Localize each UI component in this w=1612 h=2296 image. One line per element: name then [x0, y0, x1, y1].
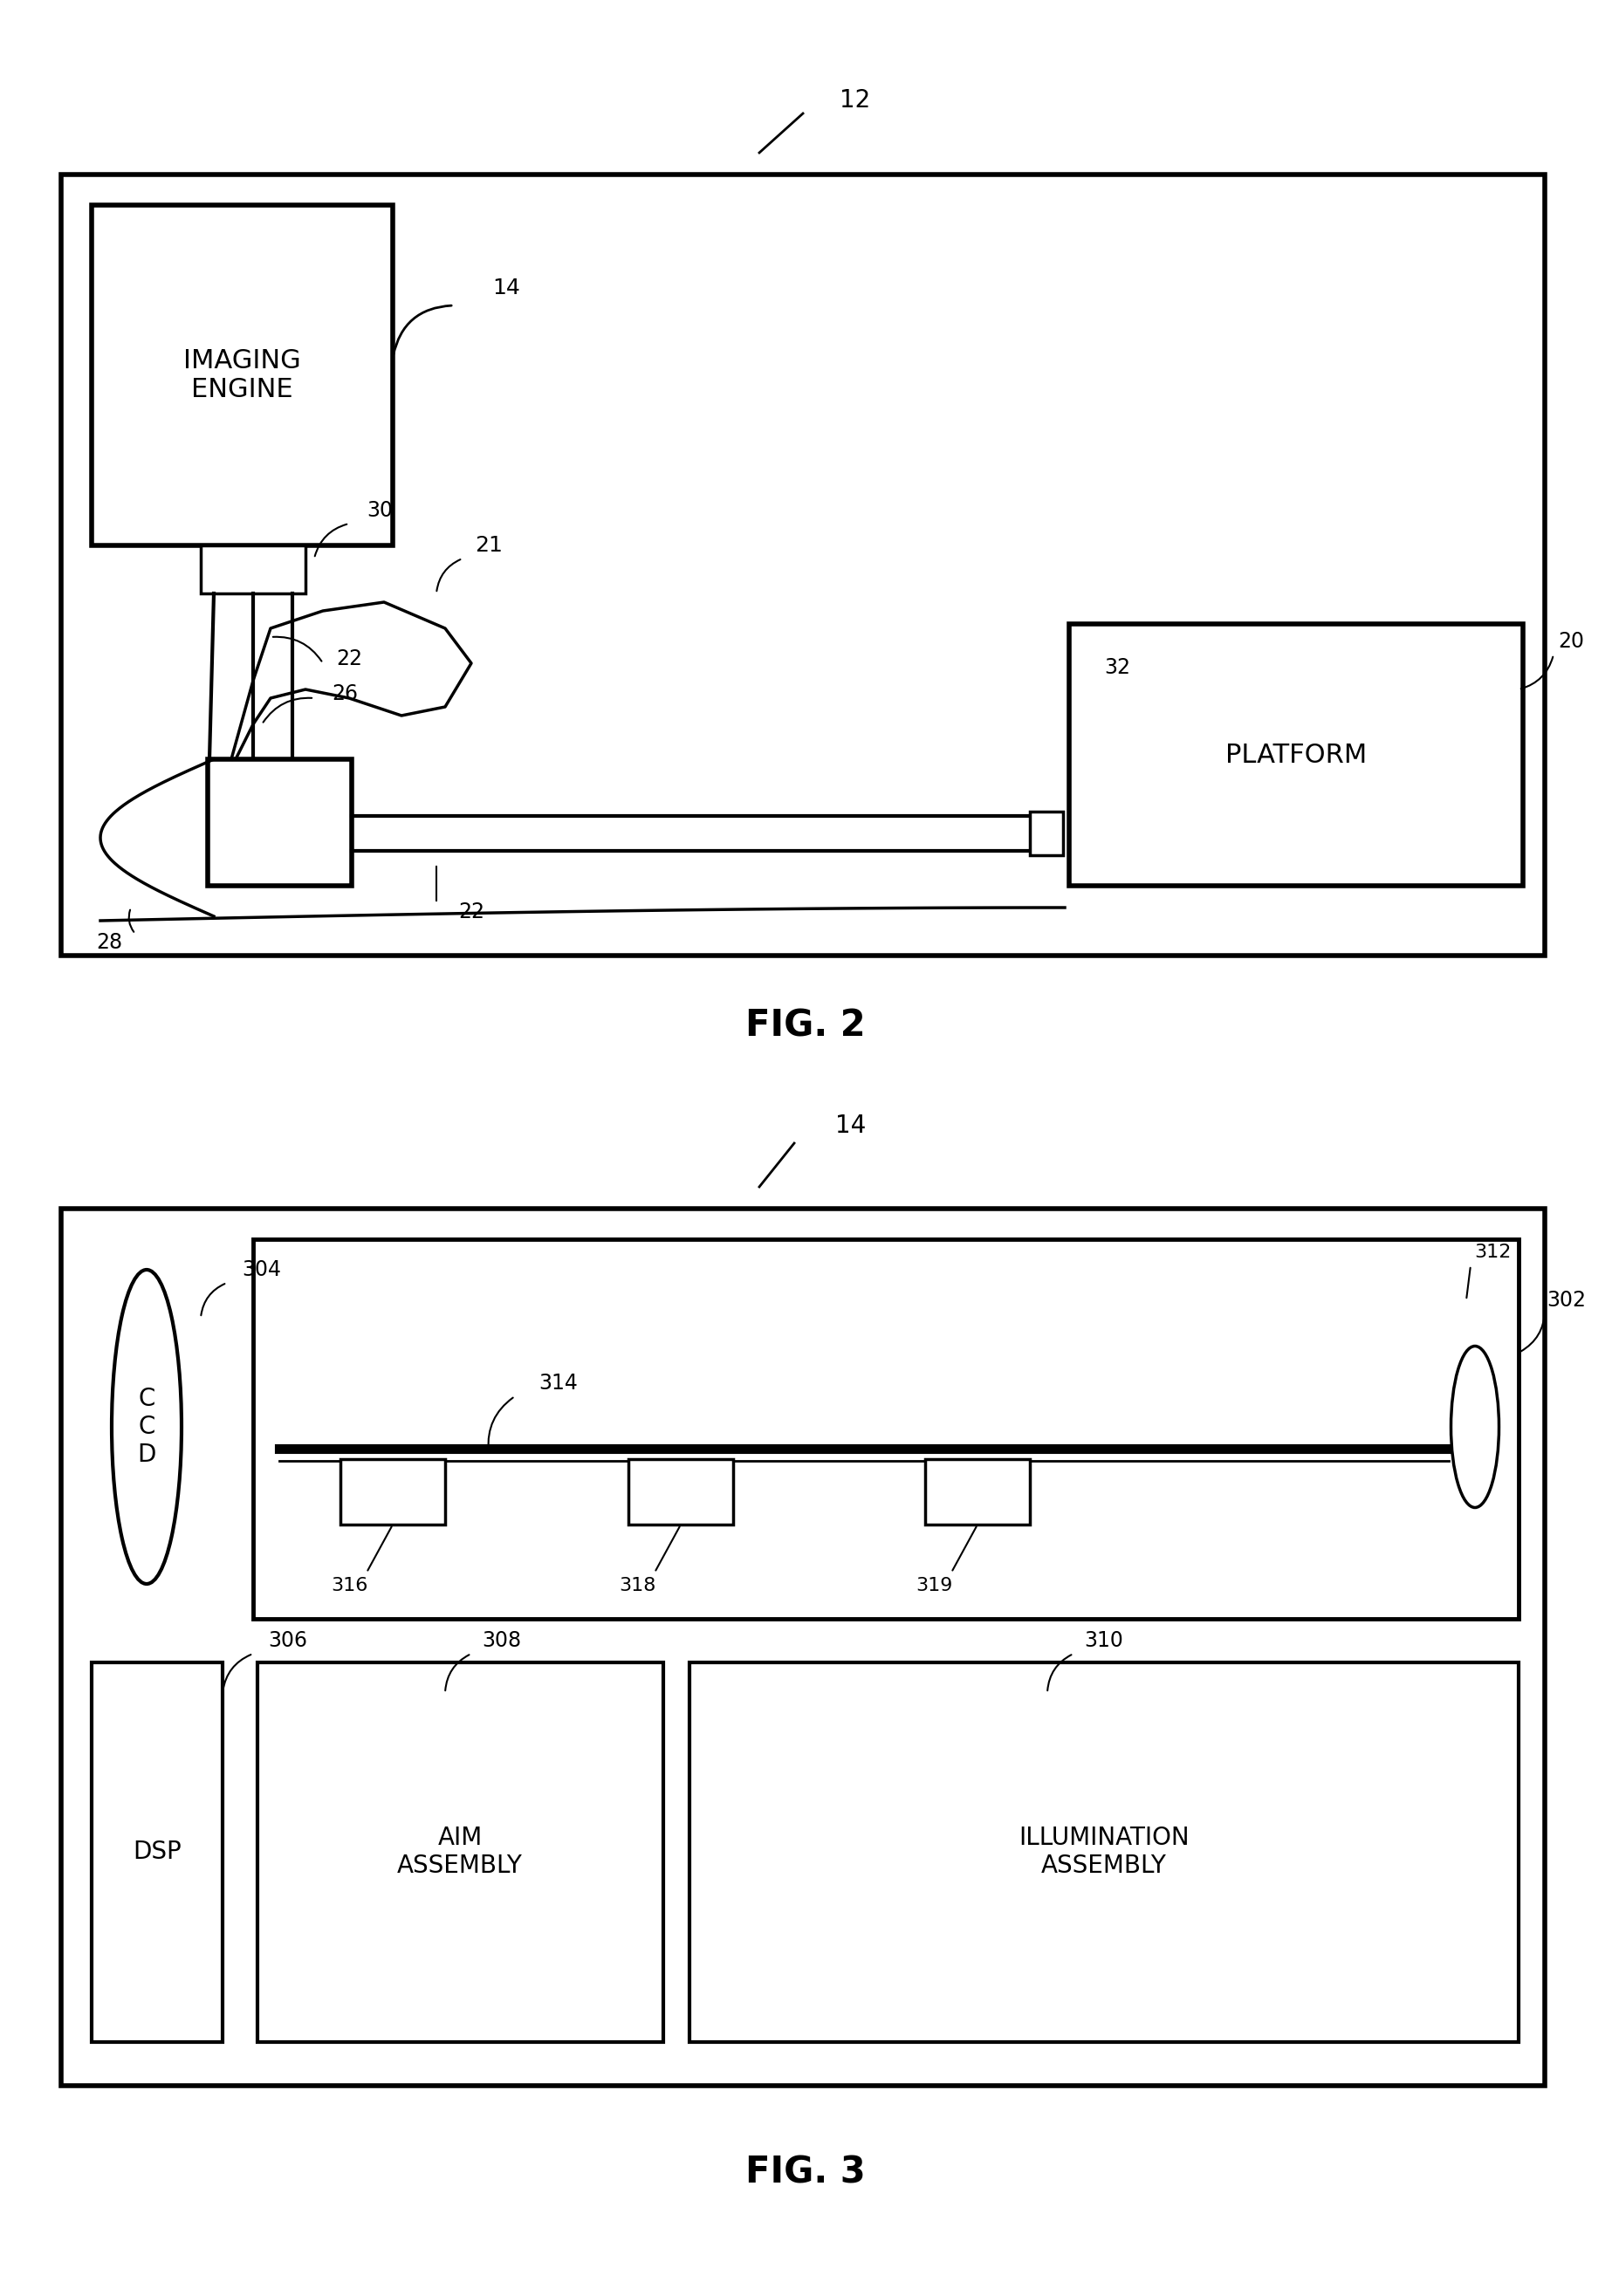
Bar	[690, 1662, 1519, 2041]
Bar	[258, 1662, 663, 2041]
Text: C
C
D: C C D	[137, 1387, 156, 1467]
Text: 310: 310	[1085, 1630, 1124, 1651]
Text: 12: 12	[840, 87, 870, 113]
Ellipse shape	[111, 1270, 182, 1584]
Text: AIM
ASSEMBLY: AIM ASSEMBLY	[397, 1825, 522, 1878]
Text: 30: 30	[366, 501, 393, 521]
Text: FIG. 2: FIG. 2	[745, 1008, 866, 1045]
Text: IMAGING
ENGINE: IMAGING ENGINE	[184, 349, 301, 402]
Text: ILLUMINATION
ASSEMBLY: ILLUMINATION ASSEMBLY	[1019, 1825, 1190, 1878]
Text: 32: 32	[1104, 657, 1130, 677]
Text: 319: 319	[916, 1577, 953, 1593]
Bar	[1069, 625, 1523, 886]
Bar	[253, 1240, 1519, 1619]
Text: 302: 302	[1548, 1290, 1586, 1311]
Text: 21: 21	[476, 535, 503, 556]
Text: 26: 26	[332, 684, 358, 705]
Bar	[208, 760, 351, 886]
Bar	[925, 1458, 1030, 1525]
Text: FIG. 3: FIG. 3	[745, 2154, 866, 2190]
Bar	[61, 1208, 1544, 2085]
Text: 308: 308	[482, 1630, 522, 1651]
Bar	[92, 1662, 222, 2041]
Text: 14: 14	[492, 278, 521, 298]
Text: 22: 22	[458, 902, 484, 923]
Text: 316: 316	[330, 1577, 368, 1593]
Text: 306: 306	[268, 1630, 308, 1651]
Text: 28: 28	[97, 932, 123, 953]
Bar	[61, 174, 1544, 955]
Text: 318: 318	[619, 1577, 656, 1593]
Bar	[629, 1458, 733, 1525]
Text: 312: 312	[1473, 1244, 1510, 1261]
Text: DSP: DSP	[132, 1839, 182, 1864]
Bar	[92, 204, 393, 546]
Text: 22: 22	[335, 647, 363, 670]
Bar	[202, 546, 305, 592]
Ellipse shape	[1451, 1345, 1499, 1508]
Bar	[1030, 810, 1062, 854]
Text: 304: 304	[242, 1258, 282, 1281]
Text: 314: 314	[538, 1373, 579, 1394]
Text: 14: 14	[835, 1114, 866, 1139]
Text: 20: 20	[1557, 631, 1585, 652]
Text: PLATFORM: PLATFORM	[1225, 742, 1367, 767]
Bar	[340, 1458, 445, 1525]
